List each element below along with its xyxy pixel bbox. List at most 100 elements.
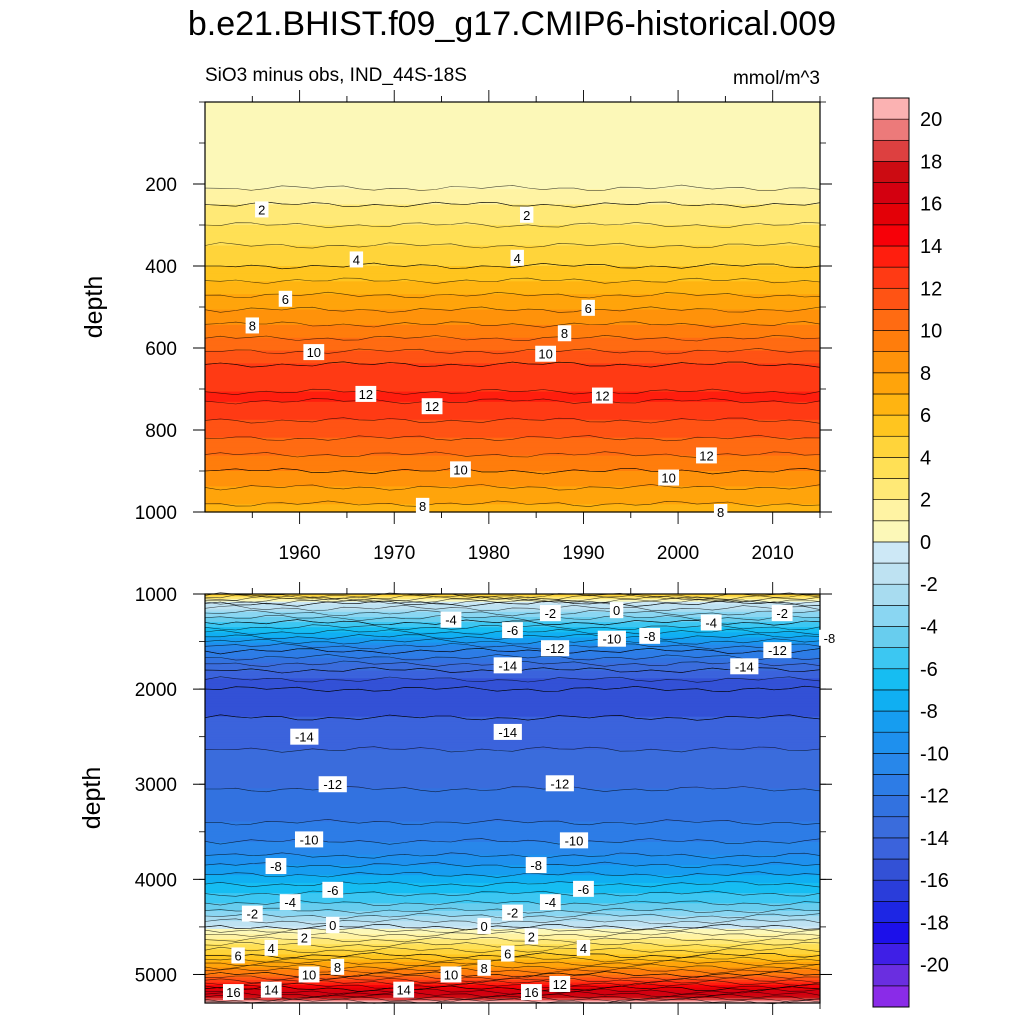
colorbar-box: [872, 520, 910, 543]
contour-line: [204, 291, 821, 299]
contour-line: [204, 818, 821, 826]
field-band: [205, 813, 820, 817]
contour-label-text: 2: [301, 930, 308, 945]
field-band: [205, 130, 820, 134]
field-band: [205, 841, 820, 846]
field-band: [205, 862, 820, 866]
field-band: [205, 363, 820, 367]
y-tick-label: 5000: [135, 965, 177, 986]
field-band: [205, 486, 820, 490]
field-band: [205, 171, 820, 175]
field-band: [205, 698, 820, 702]
field-band: [205, 611, 820, 616]
field-band: [205, 391, 820, 395]
field-band: [205, 132, 820, 136]
colorbar-box: [872, 245, 910, 268]
field-band: [205, 314, 820, 318]
field-band: [205, 788, 820, 792]
colorbar-tick-label: -4: [920, 616, 938, 638]
y-tick-label: 3000: [135, 775, 177, 796]
contour-line: [204, 500, 821, 507]
field-band: [205, 499, 820, 503]
field-band: [205, 921, 820, 925]
field-band: [205, 355, 820, 359]
contour-label-text: 10: [453, 462, 467, 477]
field-band: [205, 887, 820, 892]
field-band: [205, 767, 820, 771]
field-band: [205, 109, 820, 113]
upper-contour-labels: 2 2 4 4 6 6 8 8 10 10 12 12 12 12 10 10 8 8: [245, 201, 728, 520]
field-band: [205, 703, 820, 708]
field-band: [205, 453, 820, 457]
contour-label-bg: [326, 917, 340, 934]
field-band: [205, 153, 820, 157]
field-band: [205, 406, 820, 411]
contour-label-text: 16: [524, 985, 538, 1000]
contour-line: [204, 861, 821, 869]
contour-label-text: -4: [284, 895, 296, 910]
field-band: [205, 686, 820, 690]
field-band: [205, 818, 820, 823]
field-band: [205, 491, 820, 495]
field-band: [205, 327, 820, 331]
field-band: [205, 504, 820, 508]
upper-axes: 200 400 600 800 1000 1960 1970 1980 1990 2000 2010: [135, 90, 832, 564]
field-band: [205, 176, 820, 180]
contour-label-bg: [477, 917, 491, 934]
field-band: [205, 117, 820, 121]
field-band: [205, 189, 820, 193]
contour-label: 2: [255, 201, 269, 218]
contour-label-bg: [535, 345, 557, 362]
field-band: [205, 365, 820, 370]
field-band: [205, 601, 820, 605]
contour-line: [204, 388, 821, 396]
field-band: [205, 214, 820, 218]
field-band: [205, 675, 820, 679]
field-band: [205, 701, 820, 705]
field-band: [205, 378, 820, 382]
contour-label-text: -4: [705, 616, 717, 631]
field-band: [205, 194, 820, 198]
lower-y-axis-label: depth: [78, 767, 106, 830]
contour-label: -14: [730, 658, 759, 675]
contour-label-text: 2: [258, 202, 265, 217]
contour-label-text: 4: [514, 251, 521, 266]
contour-label-text: -8: [270, 859, 282, 874]
field-band: [205, 296, 820, 300]
field-band: [205, 990, 820, 994]
contour-label: -4: [539, 894, 561, 911]
field-band: [205, 765, 820, 769]
field-band: [205, 155, 820, 159]
field-band: [205, 757, 820, 761]
field-band: [205, 693, 820, 697]
field-band: [205, 885, 820, 889]
y-tick-label: 800: [145, 421, 177, 442]
contour-label-text: 2: [528, 929, 535, 944]
contour-label-bg: [545, 775, 574, 792]
contour-label-text: -12: [323, 777, 342, 792]
field-band: [205, 967, 820, 971]
contour-label-bg: [303, 344, 325, 361]
contour-label-bg: [322, 881, 344, 898]
field-band: [205, 394, 820, 398]
contour-label: -4: [700, 614, 722, 631]
contour-label: -6: [502, 622, 523, 639]
field-band: [205, 995, 820, 999]
field-band: [205, 455, 820, 459]
colorbar-box: [872, 943, 910, 966]
field-band: [205, 488, 820, 493]
contour-line: [204, 334, 821, 342]
contour-label-bg: [557, 325, 572, 342]
y-tick-label: 600: [145, 339, 177, 360]
contour-label-bg: [265, 858, 287, 875]
x-tick-label: 2010: [752, 543, 794, 564]
contour-label: -8: [639, 627, 661, 644]
contour-label: 4: [576, 939, 591, 956]
contour-label-bg: [539, 605, 561, 622]
contour-label-text: 0: [480, 919, 487, 934]
colorbar-tick-label: -18: [920, 912, 949, 934]
field-band: [205, 696, 820, 700]
colorbar-box: [872, 583, 910, 606]
field-band: [205, 824, 820, 828]
contour-label-bg: [524, 928, 539, 945]
